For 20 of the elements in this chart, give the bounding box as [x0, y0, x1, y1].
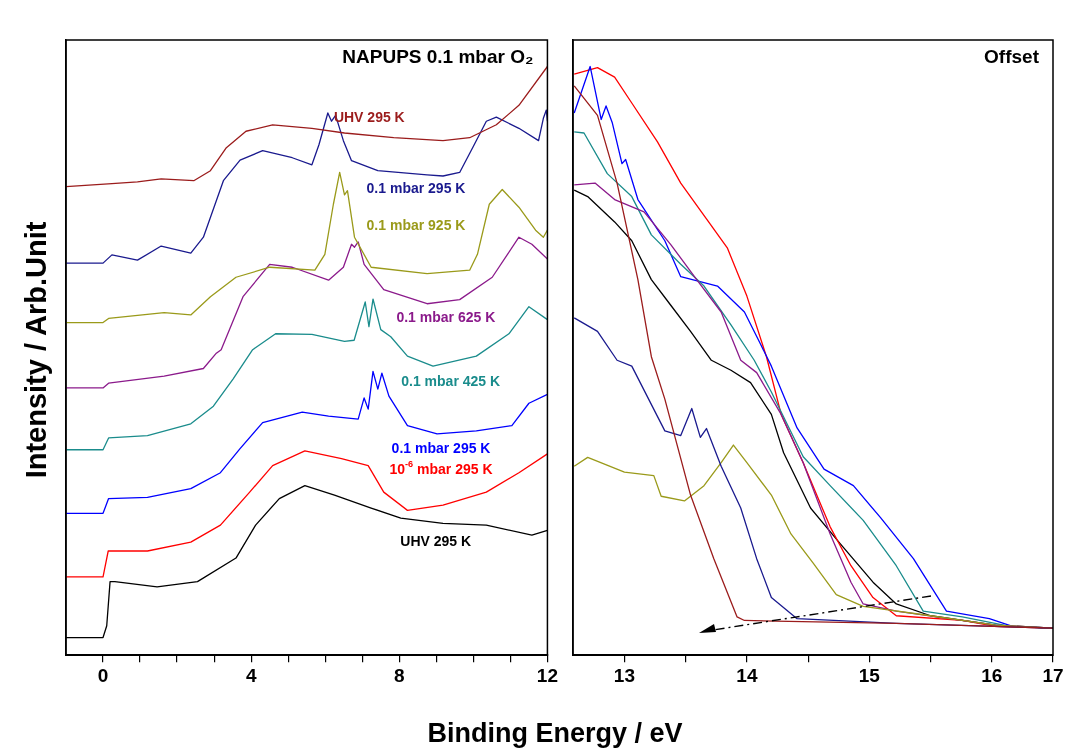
series-label: 0.1 mbar 295 K [391, 439, 491, 456]
series-label: 0.1 mbar 625 K [396, 308, 496, 325]
x-tick-label: 8 [394, 664, 405, 686]
y-axis-title: Intensity / Arb.Unit [19, 221, 53, 479]
x-tick-label: 4 [245, 664, 257, 686]
series-label: 0.1 mbar 925 K [366, 217, 466, 234]
x-tick-label: 14 [736, 664, 758, 686]
series-label: 0.1 mbar 295 K [366, 179, 466, 196]
x-tick-label: 17 [1042, 664, 1064, 686]
x-tick-label: 12 [536, 664, 558, 686]
series-label: UHV 295 K [333, 108, 405, 125]
x-tick-label: 15 [858, 664, 881, 686]
x-tick-label: 16 [981, 664, 1003, 686]
series-label: 0.1 mbar 425 K [401, 372, 501, 389]
x-axis-title: Binding Energy / eV [427, 717, 683, 749]
x-tick-label: 0 [97, 664, 109, 686]
chart-title: NAPUPS 0.1 mbar O₂ [342, 45, 534, 67]
x-tick-label: 13 [613, 664, 635, 686]
series-label: UHV 295 K [400, 532, 472, 549]
chart-title: Offset [984, 45, 1040, 67]
